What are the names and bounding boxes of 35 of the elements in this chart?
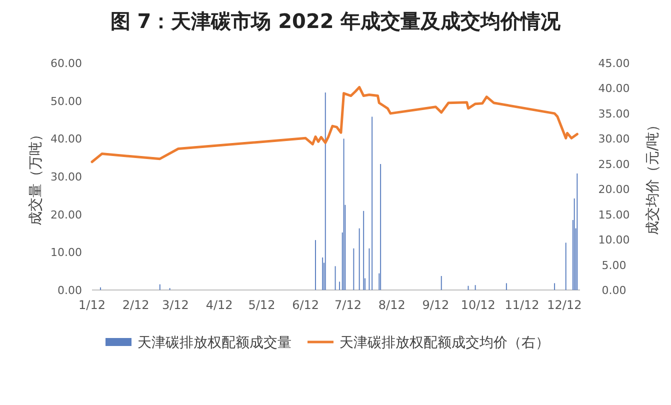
x-tick-label: 7/12 (334, 298, 362, 312)
y-axis-title: 成交量（万吨） (28, 128, 44, 226)
y2-tick-label: 25.00 (598, 158, 630, 171)
y2-tick-label: 15.00 (598, 208, 630, 222)
x-tick-label: 9/12 (422, 298, 450, 312)
x-tick-label: 2/12 (122, 298, 150, 312)
y2-tick-label: 20.00 (598, 183, 630, 196)
y-tick-label: 60.00 (50, 57, 82, 70)
x-tick-label: 8/12 (378, 298, 406, 312)
legend-label: 天津碳排放权配额成交均价（右） (340, 335, 550, 351)
y2-tick-label: 10.00 (598, 234, 630, 247)
y2-tick-label: 5.00 (602, 258, 626, 272)
chart-title: 图 7：天津碳市场 2022 年成交量及成交均价情况 (110, 9, 562, 33)
legend-label: 天津碳排放权配额成交量 (138, 335, 292, 351)
x-tick-label: 10/12 (460, 298, 496, 312)
x-tick-label: 4/12 (206, 298, 233, 312)
y2-tick-label: 45.00 (598, 57, 630, 70)
y-tick-label: 10.00 (50, 246, 82, 260)
x-tick-label: 3/12 (162, 298, 189, 312)
y2-tick-label: 0.00 (602, 284, 626, 297)
y-tick-label: 30.00 (50, 170, 82, 184)
y2-tick-label: 40.00 (598, 82, 630, 96)
y2-tick-label: 35.00 (598, 107, 630, 120)
x-tick-label: 1/12 (78, 298, 106, 312)
y-tick-label: 40.00 (50, 132, 82, 146)
line-series (90, 86, 578, 164)
y2-axis-title: 成交均价（元/吨） (645, 118, 661, 235)
y-tick-label: 0.00 (58, 284, 82, 297)
x-tick-label: 11/12 (504, 298, 540, 312)
y2-tick-label: 30.00 (598, 132, 630, 146)
x-tick-label: 12/12 (547, 298, 582, 312)
x-tick-label: 5/12 (248, 298, 276, 312)
y-tick-label: 50.00 (50, 94, 82, 108)
x-tick-label: 6/12 (292, 298, 320, 312)
y-tick-label: 20.00 (50, 208, 82, 222)
